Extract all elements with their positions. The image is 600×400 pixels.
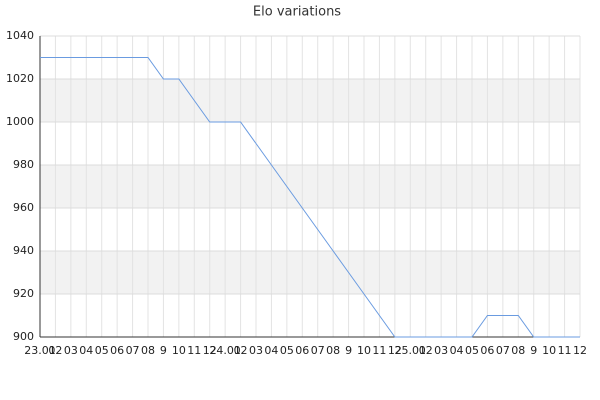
x-tick-label: 10 <box>357 344 371 357</box>
x-tick-label: 10 <box>172 344 186 357</box>
x-tick-label: 03 <box>249 344 263 357</box>
x-tick-label: 25.01 <box>395 344 427 357</box>
x-tick-label: 11 <box>187 344 201 357</box>
x-tick-label: 08 <box>326 344 340 357</box>
x-tick-label: 04 <box>264 344 278 357</box>
x-tick-label: 9 <box>160 344 167 357</box>
x-tick-label: 05 <box>280 344 294 357</box>
x-tick-label: 9 <box>530 344 537 357</box>
line <box>40 57 580 338</box>
y-tick-label: 1000 <box>6 115 34 128</box>
x-tick-label: 06 <box>110 344 124 357</box>
x-tick-label: 03 <box>64 344 78 357</box>
x-tick-label: 05 <box>465 344 479 357</box>
y-tick-label: 980 <box>13 158 34 171</box>
grid-band <box>40 165 580 208</box>
grid-band <box>40 79 580 122</box>
x-tick-label: 02 <box>48 344 62 357</box>
x-tick-label: 11 <box>372 344 386 357</box>
x-tick-label: 07 <box>496 344 510 357</box>
x-tick-label: 08 <box>511 344 525 357</box>
y-tick-label: 940 <box>13 244 34 257</box>
x-tick-label: 23.01 <box>24 344 56 357</box>
y-tick-label: 920 <box>13 287 34 300</box>
x-tick-label: 05 <box>95 344 109 357</box>
y-tick-label: 1040 <box>6 29 34 42</box>
x-tick-label: 04 <box>79 344 93 357</box>
x-tick-label: 11 <box>558 344 572 357</box>
x-tick-label: 24.01 <box>209 344 241 357</box>
x-tick-label: 08 <box>141 344 155 357</box>
x-tick-label: 06 <box>480 344 494 357</box>
x-tick-label: 02 <box>234 344 248 357</box>
y-tick-label: 900 <box>13 330 34 343</box>
x-tick-label: 07 <box>126 344 140 357</box>
x-tick-label: 12 <box>573 344 587 357</box>
grid-band <box>40 251 580 294</box>
x-tick-label: 03 <box>434 344 448 357</box>
x-tick-label: 9 <box>345 344 352 357</box>
x-tick-label: 04 <box>450 344 464 357</box>
x-tick-label: 06 <box>295 344 309 357</box>
chart-title: Elo variations <box>253 5 341 20</box>
x-tick-label: 10 <box>542 344 556 357</box>
x-tick-label: 12 <box>203 344 217 357</box>
x-tick-label: 12 <box>388 344 402 357</box>
x-tick-label: 07 <box>311 344 325 357</box>
x-tick-label: 02 <box>419 344 433 357</box>
y-tick-label: 1020 <box>6 72 34 85</box>
y-tick-label: 960 <box>13 201 34 214</box>
